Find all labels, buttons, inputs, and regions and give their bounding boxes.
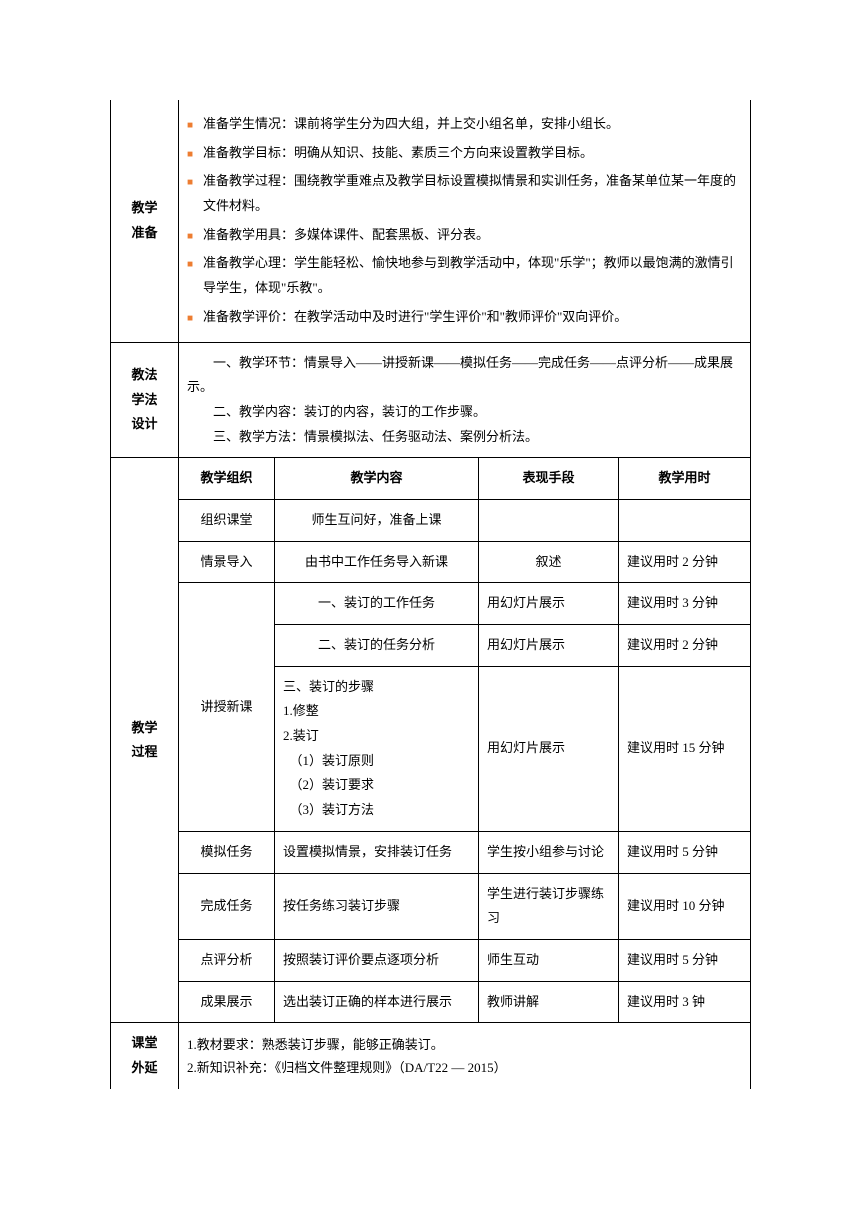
bullet-text: 准备教学评价：在教学活动中及时进行"学生评价"和"教师评价"双向评价。 [203, 305, 627, 330]
bullet-item: ■ 准备教学心理：学生能轻松、愉快地参与到教学活动中，体现"乐学"；教师以最饱满的… [187, 251, 742, 300]
bullet-item: ■ 准备教学过程：围绕教学重难点及教学目标设置模拟情景和实训任务，准备某单位某一年… [187, 169, 742, 218]
bullet-text: 准备教学目标：明确从知识、技能、素质三个方向来设置教学目标。 [203, 141, 593, 166]
cell-method: 用幻灯片展示 [479, 583, 619, 625]
cell-org: 模拟任务 [179, 831, 275, 873]
cell-time: 建议用时 3 分钟 [619, 583, 751, 625]
bullet-marker-icon: ■ [187, 255, 193, 274]
cell-time: 建议用时 10 分钟 [619, 873, 751, 939]
label-extension: 课堂 外延 [111, 1023, 179, 1089]
cell-method: 教师讲解 [479, 981, 619, 1023]
preparation-content: ■ 准备学生情况：课前将学生分为四大组，并上交小组名单，安排小组长。 ■ 准备教学目… [179, 100, 751, 342]
cell-org: 完成任务 [179, 873, 275, 939]
cell-method: 用幻灯片展示 [479, 666, 619, 831]
method-line: 三、教学方法：情景模拟法、任务驱动法、案例分析法。 [187, 425, 742, 450]
cell-org: 组织课堂 [179, 499, 275, 541]
cell-content: 师生互问好，准备上课 [275, 499, 479, 541]
cell-org-lecture: 讲授新课 [179, 583, 275, 832]
cell-time: 建议用时 3 钟 [619, 981, 751, 1023]
cell-content: 按照装订评价要点逐项分析 [275, 939, 479, 981]
cell-content: 设置模拟情景，安排装订任务 [275, 831, 479, 873]
col-header-method: 表现手段 [479, 458, 619, 500]
cell-content: 一、装订的工作任务 [275, 583, 479, 625]
cell-time: 建议用时 2 分钟 [619, 541, 751, 583]
table-row: 情景导入 由书中工作任务导入新课 叙述 建议用时 2 分钟 [111, 541, 751, 583]
label-process: 教学 过程 [111, 458, 179, 1023]
cell-method: 学生进行装订步骤练习 [479, 873, 619, 939]
cell-time: 建议用时 2 分钟 [619, 625, 751, 667]
col-header-time: 教学用时 [619, 458, 751, 500]
table-row: 点评分析 按照装订评价要点逐项分析 师生互动 建议用时 5 分钟 [111, 939, 751, 981]
bullet-item: ■ 准备学生情况：课前将学生分为四大组，并上交小组名单，安排小组长。 [187, 112, 742, 137]
cell-method [479, 499, 619, 541]
cell-method: 用幻灯片展示 [479, 625, 619, 667]
bullet-marker-icon: ■ [187, 116, 193, 135]
table-row: 模拟任务 设置模拟情景，安排装订任务 学生按小组参与讨论 建议用时 5 分钟 [111, 831, 751, 873]
table-row: 讲授新课 一、装订的工作任务 用幻灯片展示 建议用时 3 分钟 [111, 583, 751, 625]
method-design-content: 一、教学环节：情景导入——讲授新课——模拟任务——完成任务——点评分析——成果展… [179, 342, 751, 458]
row-preparation: 教学 准备 ■ 准备学生情况：课前将学生分为四大组，并上交小组名单，安排小组长。 … [111, 100, 751, 342]
cell-content: 选出装订正确的样本进行展示 [275, 981, 479, 1023]
row-process-header: 教学 过程 教学组织 教学内容 表现手段 教学用时 [111, 458, 751, 500]
cell-method: 叙述 [479, 541, 619, 583]
bullet-marker-icon: ■ [187, 309, 193, 328]
row-method-design: 教法 学法 设计 一、教学环节：情景导入——讲授新课——模拟任务——完成任务——… [111, 342, 751, 458]
bullet-text: 准备教学心理：学生能轻松、愉快地参与到教学活动中，体现"乐学"；教师以最饱满的激… [203, 251, 742, 300]
lesson-plan-page: 教学 准备 ■ 准备学生情况：课前将学生分为四大组，并上交小组名单，安排小组长。 … [110, 100, 750, 1089]
bullet-item: ■ 准备教学目标：明确从知识、技能、素质三个方向来设置教学目标。 [187, 141, 742, 166]
cell-content: 由书中工作任务导入新课 [275, 541, 479, 583]
col-header-content: 教学内容 [275, 458, 479, 500]
cell-org: 情景导入 [179, 541, 275, 583]
bullet-item: ■ 准备教学评价：在教学活动中及时进行"学生评价"和"教师评价"双向评价。 [187, 305, 742, 330]
bullet-text: 准备教学过程：围绕教学重难点及教学目标设置模拟情景和实训任务，准备某单位某一年度… [203, 169, 742, 218]
table-row: 完成任务 按任务练习装订步骤 学生进行装订步骤练习 建议用时 10 分钟 [111, 873, 751, 939]
bullet-marker-icon: ■ [187, 145, 193, 164]
cell-time: 建议用时 5 分钟 [619, 939, 751, 981]
table-row: 成果展示 选出装订正确的样本进行展示 教师讲解 建议用时 3 钟 [111, 981, 751, 1023]
bullet-marker-icon: ■ [187, 227, 193, 246]
bullet-text: 准备学生情况：课前将学生分为四大组，并上交小组名单，安排小组长。 [203, 112, 619, 137]
cell-time: 建议用时 15 分钟 [619, 666, 751, 831]
table-row: 组织课堂 师生互问好，准备上课 [111, 499, 751, 541]
bullet-marker-icon: ■ [187, 173, 193, 192]
cell-content: 二、装订的任务分析 [275, 625, 479, 667]
label-method-design-text: 教法 学法 设计 [131, 367, 157, 431]
bullet-text: 准备教学用具：多媒体课件、配套黑板、评分表。 [203, 223, 489, 248]
cell-method: 学生按小组参与讨论 [479, 831, 619, 873]
lesson-plan-table: 教学 准备 ■ 准备学生情况：课前将学生分为四大组，并上交小组名单，安排小组长。 … [110, 100, 751, 1089]
label-process-text: 教学 过程 [131, 720, 157, 760]
row-extension: 课堂 外延 1.教材要求：熟悉装订步骤，能够正确装订。 2.新知识补充：《归档文… [111, 1023, 751, 1089]
label-preparation: 教学 准备 [111, 100, 179, 342]
cell-org: 成果展示 [179, 981, 275, 1023]
method-line: 一、教学环节：情景导入——讲授新课——模拟任务——完成任务——点评分析——成果展… [187, 351, 742, 400]
cell-method: 师生互动 [479, 939, 619, 981]
extension-content: 1.教材要求：熟悉装订步骤，能够正确装订。 2.新知识补充：《归档文件整理规则》… [179, 1023, 751, 1089]
cell-content-steps: 三、装订的步骤 1.修整 2.装订 （1）装订原则 （2）装订要求 （3）装订方… [275, 666, 479, 831]
extension-line: 2.新知识补充：《归档文件整理规则》（DA/T22 — 2015） [187, 1056, 742, 1079]
cell-time: 建议用时 5 分钟 [619, 831, 751, 873]
method-line: 二、教学内容：装订的内容，装订的工作步骤。 [187, 400, 742, 425]
label-extension-text: 课堂 外延 [131, 1035, 157, 1075]
cell-time [619, 499, 751, 541]
bullet-item: ■ 准备教学用具：多媒体课件、配套黑板、评分表。 [187, 223, 742, 248]
cell-content: 按任务练习装订步骤 [275, 873, 479, 939]
cell-org: 点评分析 [179, 939, 275, 981]
label-preparation-text: 教学 准备 [131, 200, 157, 240]
col-header-org: 教学组织 [179, 458, 275, 500]
label-method-design: 教法 学法 设计 [111, 342, 179, 458]
extension-line: 1.教材要求：熟悉装订步骤，能够正确装订。 [187, 1033, 742, 1056]
